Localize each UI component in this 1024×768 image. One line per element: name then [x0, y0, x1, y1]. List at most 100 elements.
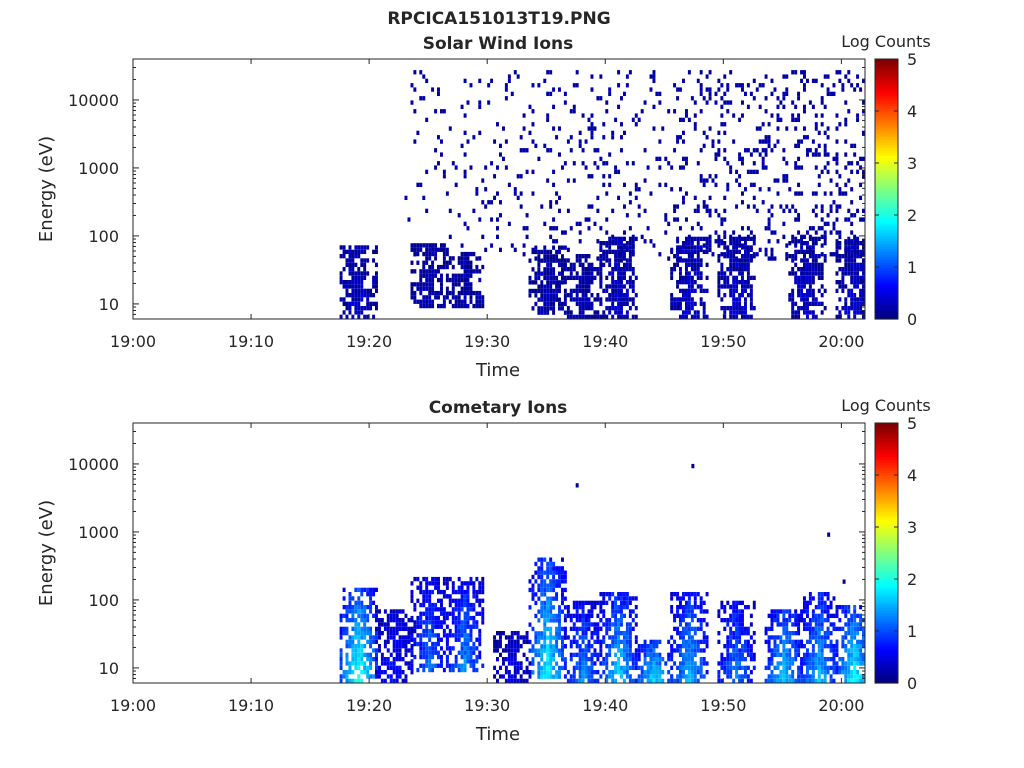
- spectrogram-cell: [817, 592, 821, 597]
- spectrogram-cell: [546, 267, 550, 272]
- spectrogram-cell: [590, 267, 594, 272]
- spectrogram-cell: [844, 117, 848, 123]
- spectrogram-cell: [590, 605, 594, 610]
- spectrogram-cell: [749, 635, 753, 640]
- spectrogram-cell: [676, 139, 680, 144]
- spectrogram-cell: [584, 297, 588, 302]
- spectrogram-cell: [608, 87, 612, 92]
- spectrogram-cell: [410, 667, 414, 673]
- spectrogram-cell: [348, 600, 352, 606]
- spectrogram-cell: [386, 657, 390, 662]
- spectrogram-cell: [814, 165, 818, 170]
- spectrogram-cell: [602, 262, 606, 268]
- spectrogram-cell: [682, 293, 685, 298]
- spectrogram-cell: [566, 613, 570, 619]
- spectrogram-cell: [466, 659, 470, 664]
- spectrogram-cell: [788, 635, 792, 640]
- spectrogram-cell: [803, 652, 806, 658]
- spectrogram-cell: [670, 301, 674, 307]
- colorbar-swatch: [875, 118, 898, 122]
- spectrogram-cell: [419, 641, 423, 647]
- spectrogram-cell: [862, 208, 865, 214]
- spectrogram-cell: [395, 618, 399, 623]
- spectrogram-cell: [442, 264, 446, 270]
- spectrogram-cell: [620, 301, 623, 307]
- spectrogram-cell: [460, 286, 464, 291]
- spectrogram-cell: [835, 113, 839, 118]
- spectrogram-cell: [339, 275, 343, 281]
- spectrogram-cell: [534, 143, 538, 149]
- spectrogram-cell: [847, 310, 851, 315]
- spectrogram-cell: [649, 674, 653, 679]
- spectrogram-cell: [357, 644, 361, 649]
- spectrogram-cell: [460, 260, 464, 265]
- spectrogram-cell: [617, 657, 621, 662]
- x-tick-label: 19:50: [700, 332, 746, 351]
- spectrogram-cell: [764, 678, 768, 684]
- spectrogram-cell: [596, 600, 600, 606]
- spectrogram-cell: [428, 273, 432, 278]
- spectrogram-cell: [752, 605, 756, 610]
- spectrogram-cell: [596, 195, 600, 201]
- spectrogram-cell: [496, 226, 499, 231]
- spectrogram-cell: [504, 644, 508, 649]
- spectrogram-cell: [844, 674, 848, 679]
- spectrogram-cell: [726, 247, 730, 253]
- spectrogram-cell: [360, 592, 364, 597]
- spectrogram-cell: [519, 644, 523, 649]
- spectrogram-cell: [537, 587, 541, 593]
- spectrogram-cell: [767, 217, 771, 222]
- spectrogram-cell: [457, 650, 461, 655]
- spectrogram-cell: [679, 613, 682, 619]
- spectrogram-cell: [661, 126, 665, 131]
- spectrogram-cell: [410, 100, 414, 105]
- spectrogram-cell: [738, 280, 742, 285]
- spectrogram-cell: [590, 301, 594, 307]
- spectrogram-cell: [649, 639, 653, 645]
- spectrogram-cell: [797, 613, 801, 619]
- spectrogram-cell: [723, 626, 727, 632]
- spectrogram-cell: [378, 622, 381, 627]
- spectrogram-cell: [625, 635, 629, 640]
- spectrogram-cell: [620, 284, 623, 289]
- spectrogram-cell: [519, 674, 523, 679]
- spectrogram-cell: [690, 226, 694, 231]
- spectrogram-cell: [354, 275, 358, 281]
- colorbar-swatch: [875, 672, 898, 676]
- colorbar-tick-label: 5: [907, 414, 917, 433]
- spectrogram-cell: [466, 290, 470, 296]
- spectrogram-cell: [525, 226, 529, 231]
- spectrogram-cell: [451, 615, 455, 621]
- spectrogram-cell: [838, 234, 842, 240]
- spectrogram-cell: [369, 626, 373, 632]
- spectrogram-cell: [440, 282, 443, 287]
- spectrogram-cell: [572, 104, 576, 110]
- spectrogram-cell: [729, 657, 733, 662]
- spectrogram-cell: [487, 83, 491, 88]
- spectrogram-cell: [563, 626, 567, 632]
- spectrogram-cell: [652, 661, 656, 666]
- spectrogram-cell: [596, 314, 600, 320]
- spectrogram-cell: [797, 639, 801, 645]
- spectrogram-cell: [749, 236, 753, 242]
- spectrogram-cell: [348, 254, 352, 259]
- spectrogram-cell: [625, 670, 629, 675]
- spectrogram-cell: [593, 600, 597, 606]
- spectrogram-cell: [817, 262, 821, 268]
- spectrogram-cell: [841, 280, 845, 285]
- spectrogram-cell: [561, 596, 564, 601]
- spectrogram-cell: [764, 631, 768, 636]
- spectrogram-cell: [558, 208, 561, 214]
- spectrogram-cell: [685, 241, 688, 246]
- spectrogram-cell: [823, 639, 827, 645]
- spectrogram-cell: [853, 618, 857, 623]
- spectrogram-cell: [348, 635, 352, 640]
- spectrogram-cell: [814, 314, 818, 320]
- spectrogram-cell: [440, 598, 443, 603]
- spectrogram-cell: [770, 113, 774, 118]
- spectrogram-cell: [820, 217, 824, 222]
- spectrogram-cell: [558, 566, 561, 571]
- spectrogram-cell: [682, 661, 685, 666]
- spectrogram-cell: [507, 635, 511, 640]
- spectrogram-cell: [803, 596, 806, 601]
